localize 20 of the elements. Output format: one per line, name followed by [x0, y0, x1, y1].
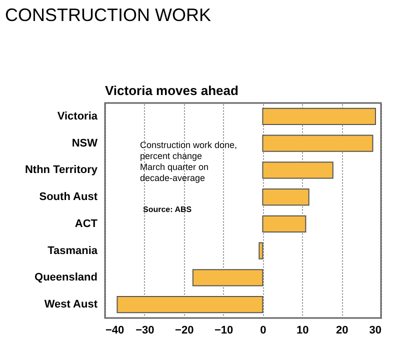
x-tick-label: 30 — [369, 324, 382, 336]
x-tick-label: 0 — [260, 324, 266, 336]
x-tick-label: 20 — [336, 324, 348, 336]
y-tick-label: South Aust — [39, 191, 98, 204]
y-tick-label: Nthn Territory — [24, 164, 98, 176]
annotation: Source: ABS — [143, 205, 192, 214]
x-tick-label: −10 — [214, 324, 234, 336]
y-tick-label: West Aust — [44, 298, 98, 311]
y-tick-label: Victoria — [57, 110, 98, 122]
chart-title: CONSTRUCTION WORK — [5, 5, 211, 25]
x-tick-label: −20 — [175, 324, 194, 336]
x-tick-label: −40 — [106, 324, 124, 336]
annotation: Construction work done, percent change March quarter on decade-average — [140, 140, 238, 183]
x-tick-label: −30 — [136, 324, 154, 336]
chart-subtitle: Victoria moves ahead — [105, 83, 238, 98]
y-tick-label: ACT — [74, 218, 98, 230]
y-tick-label: NSW — [72, 137, 98, 150]
y-tick-label: Tasmania — [48, 244, 98, 257]
x-tick-label: 10 — [296, 324, 309, 336]
y-tick-label: Queensland — [34, 272, 98, 284]
